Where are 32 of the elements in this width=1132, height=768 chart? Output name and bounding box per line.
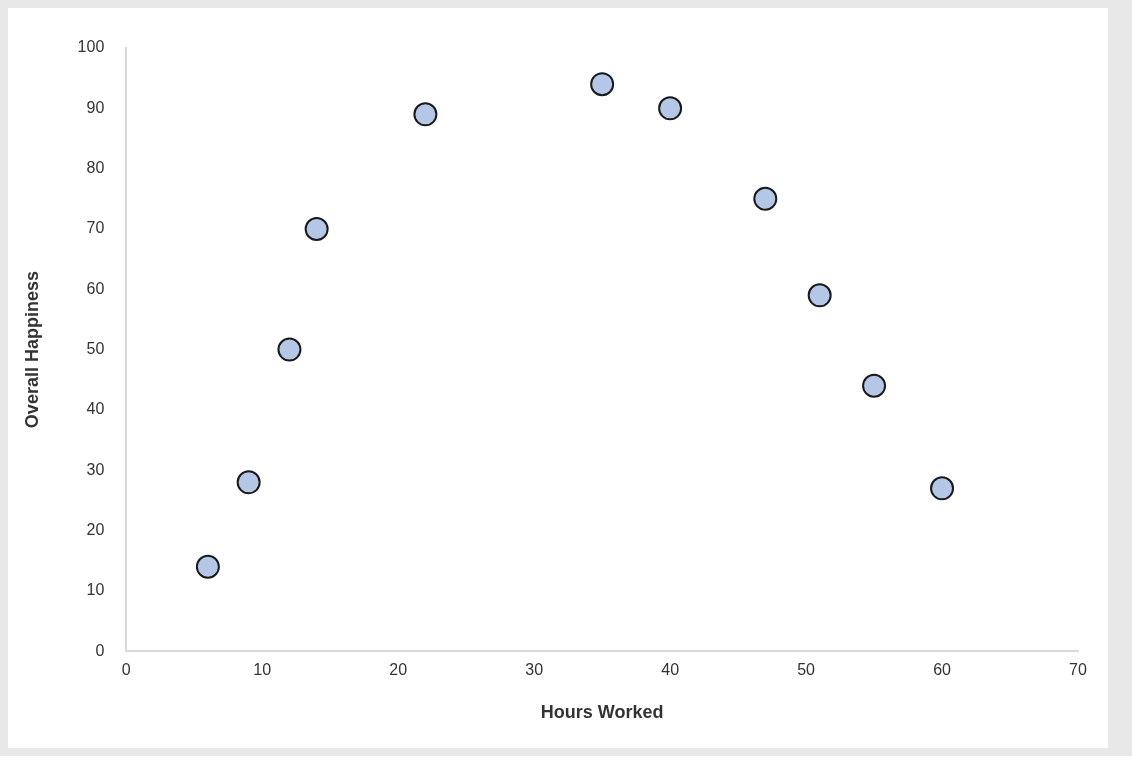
x-tick-label: 50 (797, 661, 816, 679)
y-tick-label: 10 (86, 581, 105, 599)
y-tick-label: 60 (86, 279, 105, 297)
point (862, 373, 887, 398)
point (236, 470, 261, 495)
point (807, 283, 832, 308)
x-tick-label: 10 (253, 661, 272, 679)
point (195, 554, 220, 579)
point (277, 337, 302, 362)
y-tick-label: 70 (86, 219, 105, 237)
point (590, 72, 615, 97)
x-tick-label: 60 (933, 661, 952, 679)
point (304, 216, 329, 241)
point (753, 186, 778, 211)
x-tick-label: 40 (661, 661, 680, 679)
x-tick-label: 0 (121, 661, 131, 679)
y-tick-label: 20 (86, 520, 105, 538)
x-tick-label: 70 (1069, 661, 1087, 679)
point (658, 96, 683, 121)
y-tick-label: 50 (86, 340, 105, 358)
point (413, 102, 438, 127)
x-tick-label: 20 (389, 661, 408, 679)
y-tick-label: 80 (86, 159, 105, 177)
point (930, 476, 955, 501)
y-tick-label: 100 (77, 38, 105, 56)
x-tick-label: 30 (525, 661, 544, 679)
x-axis-title: Hours Worked (540, 702, 664, 723)
y-tick-label: 0 (95, 641, 105, 659)
y-tick-label: 40 (86, 400, 105, 418)
y-axis-title: Overall Happiness (21, 271, 42, 429)
y-tick-label: 30 (86, 460, 105, 478)
y-tick-label: 90 (86, 98, 105, 116)
